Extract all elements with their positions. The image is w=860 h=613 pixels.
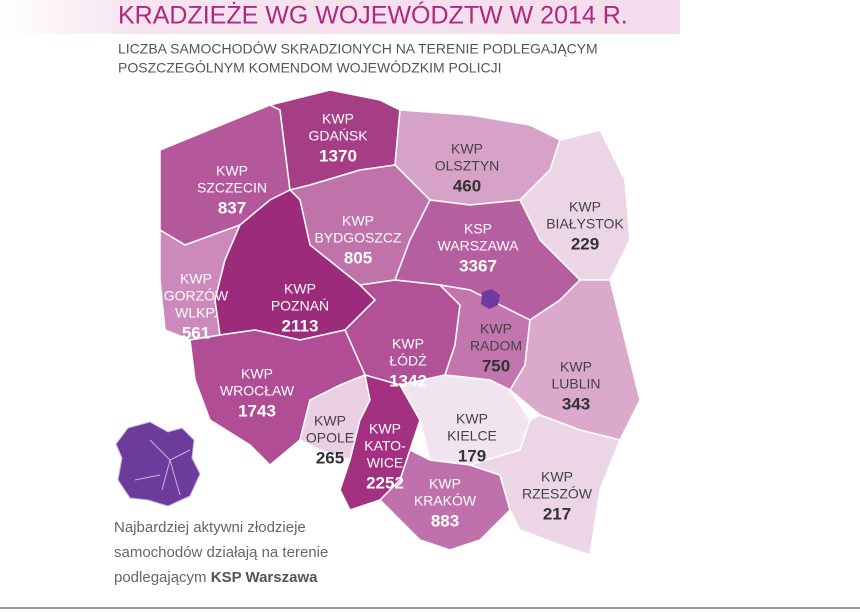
region-value: 343 — [562, 394, 590, 413]
region-label: BYDGOSZCZ — [314, 230, 402, 246]
region-label: BIAŁYSTOK — [546, 216, 624, 232]
region-label: KWP — [456, 411, 488, 427]
region-value: 883 — [431, 511, 459, 530]
region-label: KWP — [322, 111, 354, 127]
region-value: 265 — [316, 448, 344, 467]
region-label: KWP — [569, 199, 601, 215]
region — [467, 414, 622, 556]
title: KRADZIEŻE WG WOJEWÓDZTW W 2014 R. — [118, 1, 628, 30]
region-label: KWP — [451, 141, 483, 157]
region-label: KWP — [392, 336, 424, 352]
region-value: 837 — [218, 198, 246, 217]
region-label: OPOLE — [306, 430, 354, 446]
region-label: WLKP. — [175, 305, 217, 321]
subtitle: POSZCZEGÓLNYM KOMENDOM WOJEWÓDZKIM POLIC… — [118, 60, 501, 76]
note-bold: KSP Warszawa — [211, 569, 318, 586]
title-banner — [0, 0, 680, 34]
region-label: WROCŁAW — [220, 383, 295, 399]
region-label: POZNAŃ — [271, 298, 329, 314]
region-label: KWP — [314, 413, 346, 429]
region-value: 2113 — [282, 316, 319, 335]
region-label: KWP — [342, 213, 374, 229]
region-label: KWP — [216, 163, 248, 179]
region-value: 179 — [458, 446, 486, 465]
region — [378, 448, 511, 551]
note-text: podlegającym — [114, 569, 207, 586]
region-value: 1743 — [238, 401, 276, 420]
region-label: KWP — [560, 359, 592, 375]
region-value: 217 — [543, 504, 571, 523]
region-label: KWP — [429, 476, 461, 492]
region-label: KWP — [284, 281, 316, 297]
region-value: 1370 — [319, 146, 357, 165]
region-label: OLSZTYN — [435, 158, 500, 174]
region-value: 1342 — [389, 371, 427, 390]
region-label: KIELCE — [447, 428, 497, 444]
note: samochodów działają na terenie — [114, 544, 328, 561]
region-label: GDAŃSK — [308, 128, 368, 144]
region-label: KWP — [480, 321, 512, 337]
region — [509, 279, 641, 441]
region-value: 805 — [344, 248, 372, 267]
region-label: KRAKÓW — [414, 493, 477, 509]
subtitle: LICZBA SAMOCHODÓW SKRADZIONYCH NA TERENI… — [118, 41, 598, 57]
region-value: 561 — [182, 323, 210, 342]
region-label: KWP — [180, 271, 212, 287]
region-label: WICE — [367, 455, 404, 471]
region-label: WARSZAWA — [438, 238, 520, 254]
region-label: SZCZECIN — [197, 180, 267, 196]
region-value: 229 — [571, 234, 599, 253]
note: Najbardziej aktywni złodzieje — [114, 519, 306, 536]
region-label: KWP — [241, 366, 273, 382]
region-value: 460 — [453, 176, 481, 195]
region-label: KATO- — [364, 438, 406, 454]
region-label: KWP — [369, 421, 401, 437]
region-label: LUBLIN — [551, 376, 600, 392]
region-label: KSP — [464, 221, 492, 237]
region-value: 3367 — [459, 256, 497, 275]
warsaw-districts — [134, 439, 191, 496]
region-value: 750 — [482, 356, 510, 375]
region-label: ŁÓDŹ — [389, 353, 427, 369]
warsaw-city — [481, 289, 500, 309]
region-label: KWP — [541, 469, 573, 485]
region-value: 2252 — [366, 473, 404, 492]
note: podlegającym KSP Warszawa — [114, 569, 318, 586]
region-label: GORZÓW — [164, 288, 229, 304]
region-label: RZESZÓW — [522, 486, 593, 502]
region-label: RADOM — [470, 338, 522, 354]
warsaw-inset — [115, 421, 201, 507]
